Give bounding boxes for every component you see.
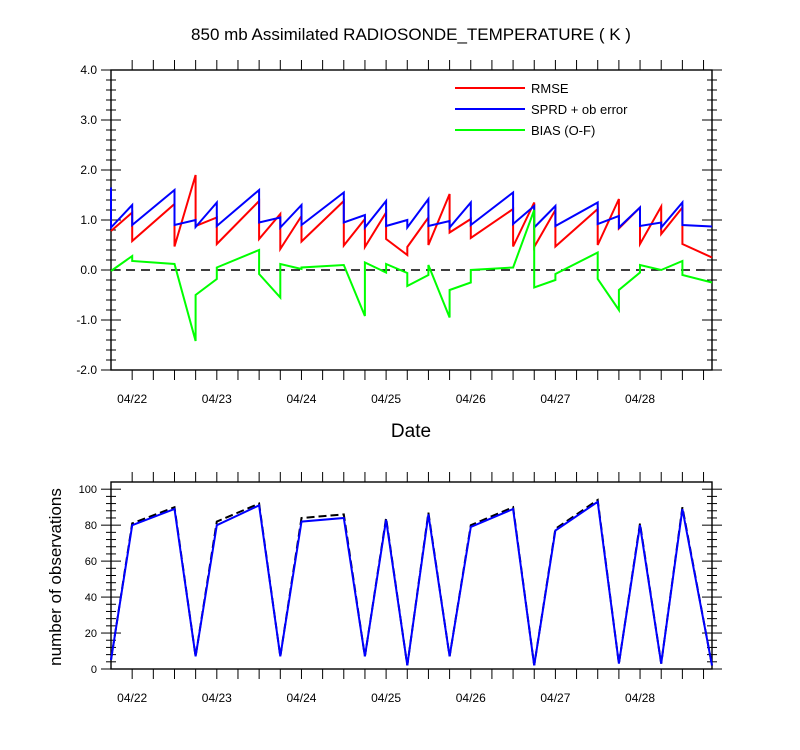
legend-label-2: BIAS (O-F) xyxy=(531,123,595,138)
lower-y-tick-label: 100 xyxy=(79,484,97,496)
x-axis-label: Date xyxy=(391,421,431,442)
upper-plot-area: -2.0 -1.0 0.0 1.0 2.0 3.0 4.0 04/22 04/23 04/24 04… xyxy=(76,60,722,406)
legend-label-0: RMSE xyxy=(531,81,569,96)
lower-series-line-1 xyxy=(110,500,713,666)
chart-title: 850 mb Assimilated RADIOSONDE_TEMPERATUR… xyxy=(191,25,631,44)
upper-y-tick-label: 1.0 xyxy=(80,213,97,227)
lower-y-tick-label: 20 xyxy=(85,628,97,640)
lower-x-tick-label: 04/26 xyxy=(456,691,486,705)
upper-x-tick-label: 04/25 xyxy=(371,392,401,406)
lower-x-tick-label: 04/22 xyxy=(117,691,147,705)
upper-x-tick-label: 04/27 xyxy=(540,392,570,406)
upper-x-tick-label: 04/24 xyxy=(286,392,316,406)
upper-y-tick-label: 4.0 xyxy=(80,63,97,77)
lower-x-tick-label: 04/24 xyxy=(286,691,316,705)
y-axis-label-lower: number of observations xyxy=(46,488,65,666)
upper-x-tick-label: 04/22 xyxy=(117,392,147,406)
legend-label-1: SPRD + ob error xyxy=(531,102,628,117)
lower-y-tick-label: 0 xyxy=(91,664,97,676)
lower-x-tick-label: 04/25 xyxy=(371,691,401,705)
upper-y-tick-label: -1.0 xyxy=(76,313,97,327)
upper-x-tick-label: 04/26 xyxy=(456,392,486,406)
upper-x-tick-label: 04/28 xyxy=(625,392,655,406)
lower-x-tick-label: 04/27 xyxy=(540,691,570,705)
lower-plot-area: 0 20 40 60 80 100 04/22 04/23 04/24 04/25 04/26 04/… xyxy=(79,472,722,705)
upper-y-tick-label: 0.0 xyxy=(80,263,97,277)
upper-series-line-2 xyxy=(110,209,713,342)
upper-series-line-0 xyxy=(110,174,713,259)
upper-series-line-1 xyxy=(110,187,713,231)
upper-y-tick-label: 2.0 xyxy=(80,163,97,177)
upper-x-tick-label: 04/23 xyxy=(202,392,232,406)
lower-x-tick-label: 04/28 xyxy=(625,691,655,705)
lower-y-tick-label: 80 xyxy=(85,520,97,532)
upper-y-tick-label: 3.0 xyxy=(80,113,97,127)
lower-y-tick-label: 60 xyxy=(85,556,97,568)
lower-x-tick-label: 04/23 xyxy=(202,691,232,705)
lower-y-tick-label: 40 xyxy=(85,592,97,604)
upper-y-tick-label: -2.0 xyxy=(76,363,97,377)
legend: RMSE SPRD + ob error BIAS (O-F) xyxy=(455,81,628,138)
